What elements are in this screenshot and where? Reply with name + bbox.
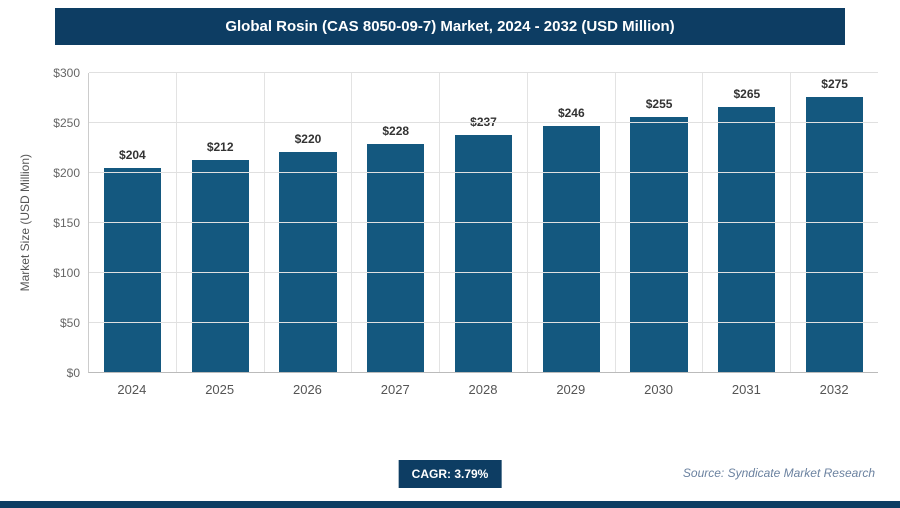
x-axis-label-2030: 2030: [644, 382, 674, 397]
gridline: [89, 322, 878, 323]
bar-column-2031: $265: [703, 73, 792, 372]
bottom-accent-bar: [0, 501, 900, 508]
bar-value-label: $246: [557, 106, 585, 120]
x-axis-label-2024: 2024: [117, 382, 147, 397]
bar-2032: [806, 97, 864, 372]
y-axis-ticks: $0 $50 $100 $150 $200 $250 $300: [40, 66, 88, 380]
x-axis-label-2027: 2027: [380, 382, 410, 397]
bar-value-label: $212: [206, 140, 234, 154]
y-tick-label: $50: [59, 316, 80, 330]
gridline: [89, 122, 878, 123]
bar-2025: [191, 160, 249, 372]
bar-2026: [279, 152, 337, 372]
y-tick-label: $200: [53, 166, 80, 180]
gridline: [89, 222, 878, 223]
bar-column-2027: $228: [352, 73, 441, 372]
bar-value-label: $228: [382, 124, 410, 138]
bar-value-label: $220: [294, 132, 322, 146]
x-axis-label-2031: 2031: [731, 382, 761, 397]
source-text: Source: Syndicate Market Research: [682, 466, 875, 480]
x-axis-label-2032: 2032: [819, 382, 849, 397]
bar-value-label: $255: [645, 97, 673, 111]
bar-columns: $204 $212 $220 $228 $237 $246 $255 $265 $275: [89, 73, 878, 372]
x-axis-label-2026: 2026: [292, 382, 322, 397]
y-tick-label: $300: [53, 66, 80, 80]
chart-title-bar: Global Rosin (CAS 8050-09-7) Market, 202…: [55, 8, 845, 45]
x-axis-label-2029: 2029: [556, 382, 586, 397]
y-axis-title-wrap: Market Size (USD Million): [10, 73, 40, 373]
bar-2029: [542, 126, 600, 372]
x-axis-label-2028: 2028: [468, 382, 498, 397]
bar-column-2032: $275: [791, 73, 878, 372]
bar-value-label: $275: [821, 77, 848, 91]
bar-column-2029: $246: [528, 73, 616, 372]
y-tick-label: $150: [53, 216, 80, 230]
chart-area: Market Size (USD Million) $0 $50 $100 $150 $…: [10, 66, 900, 380]
y-tick-label: $100: [53, 266, 80, 280]
gridline: [89, 72, 878, 73]
bar-value-label: $204: [119, 148, 146, 162]
bar-column-2024: $204: [89, 73, 177, 372]
x-axis-label-2025: 2025: [205, 382, 235, 397]
bar-value-label: $265: [733, 87, 761, 101]
bar-2027: [367, 144, 425, 372]
bar-2031: [718, 107, 776, 372]
cagr-badge: CAGR: 3.79%: [398, 460, 502, 488]
y-tick-label: $250: [53, 116, 80, 130]
bar-2024: [103, 168, 162, 372]
plot-area: $204 $212 $220 $228 $237 $246 $255 $265 $275: [88, 72, 878, 373]
chart-title: Global Rosin (CAS 8050-09-7) Market, 202…: [225, 18, 675, 35]
x-axis-labels: 2024 2025 2026 2027 2028 2029 2030 2031 2032: [88, 373, 878, 397]
gridline: [89, 272, 878, 273]
bar-2030: [630, 117, 688, 372]
bar-2028: [454, 135, 513, 372]
chart-footer: CAGR: 3.79% Source: Syndicate Market Res…: [0, 452, 900, 498]
gridline: [89, 172, 878, 173]
y-axis-title: Market Size (USD Million): [18, 154, 32, 292]
y-tick-label: $0: [66, 366, 80, 380]
